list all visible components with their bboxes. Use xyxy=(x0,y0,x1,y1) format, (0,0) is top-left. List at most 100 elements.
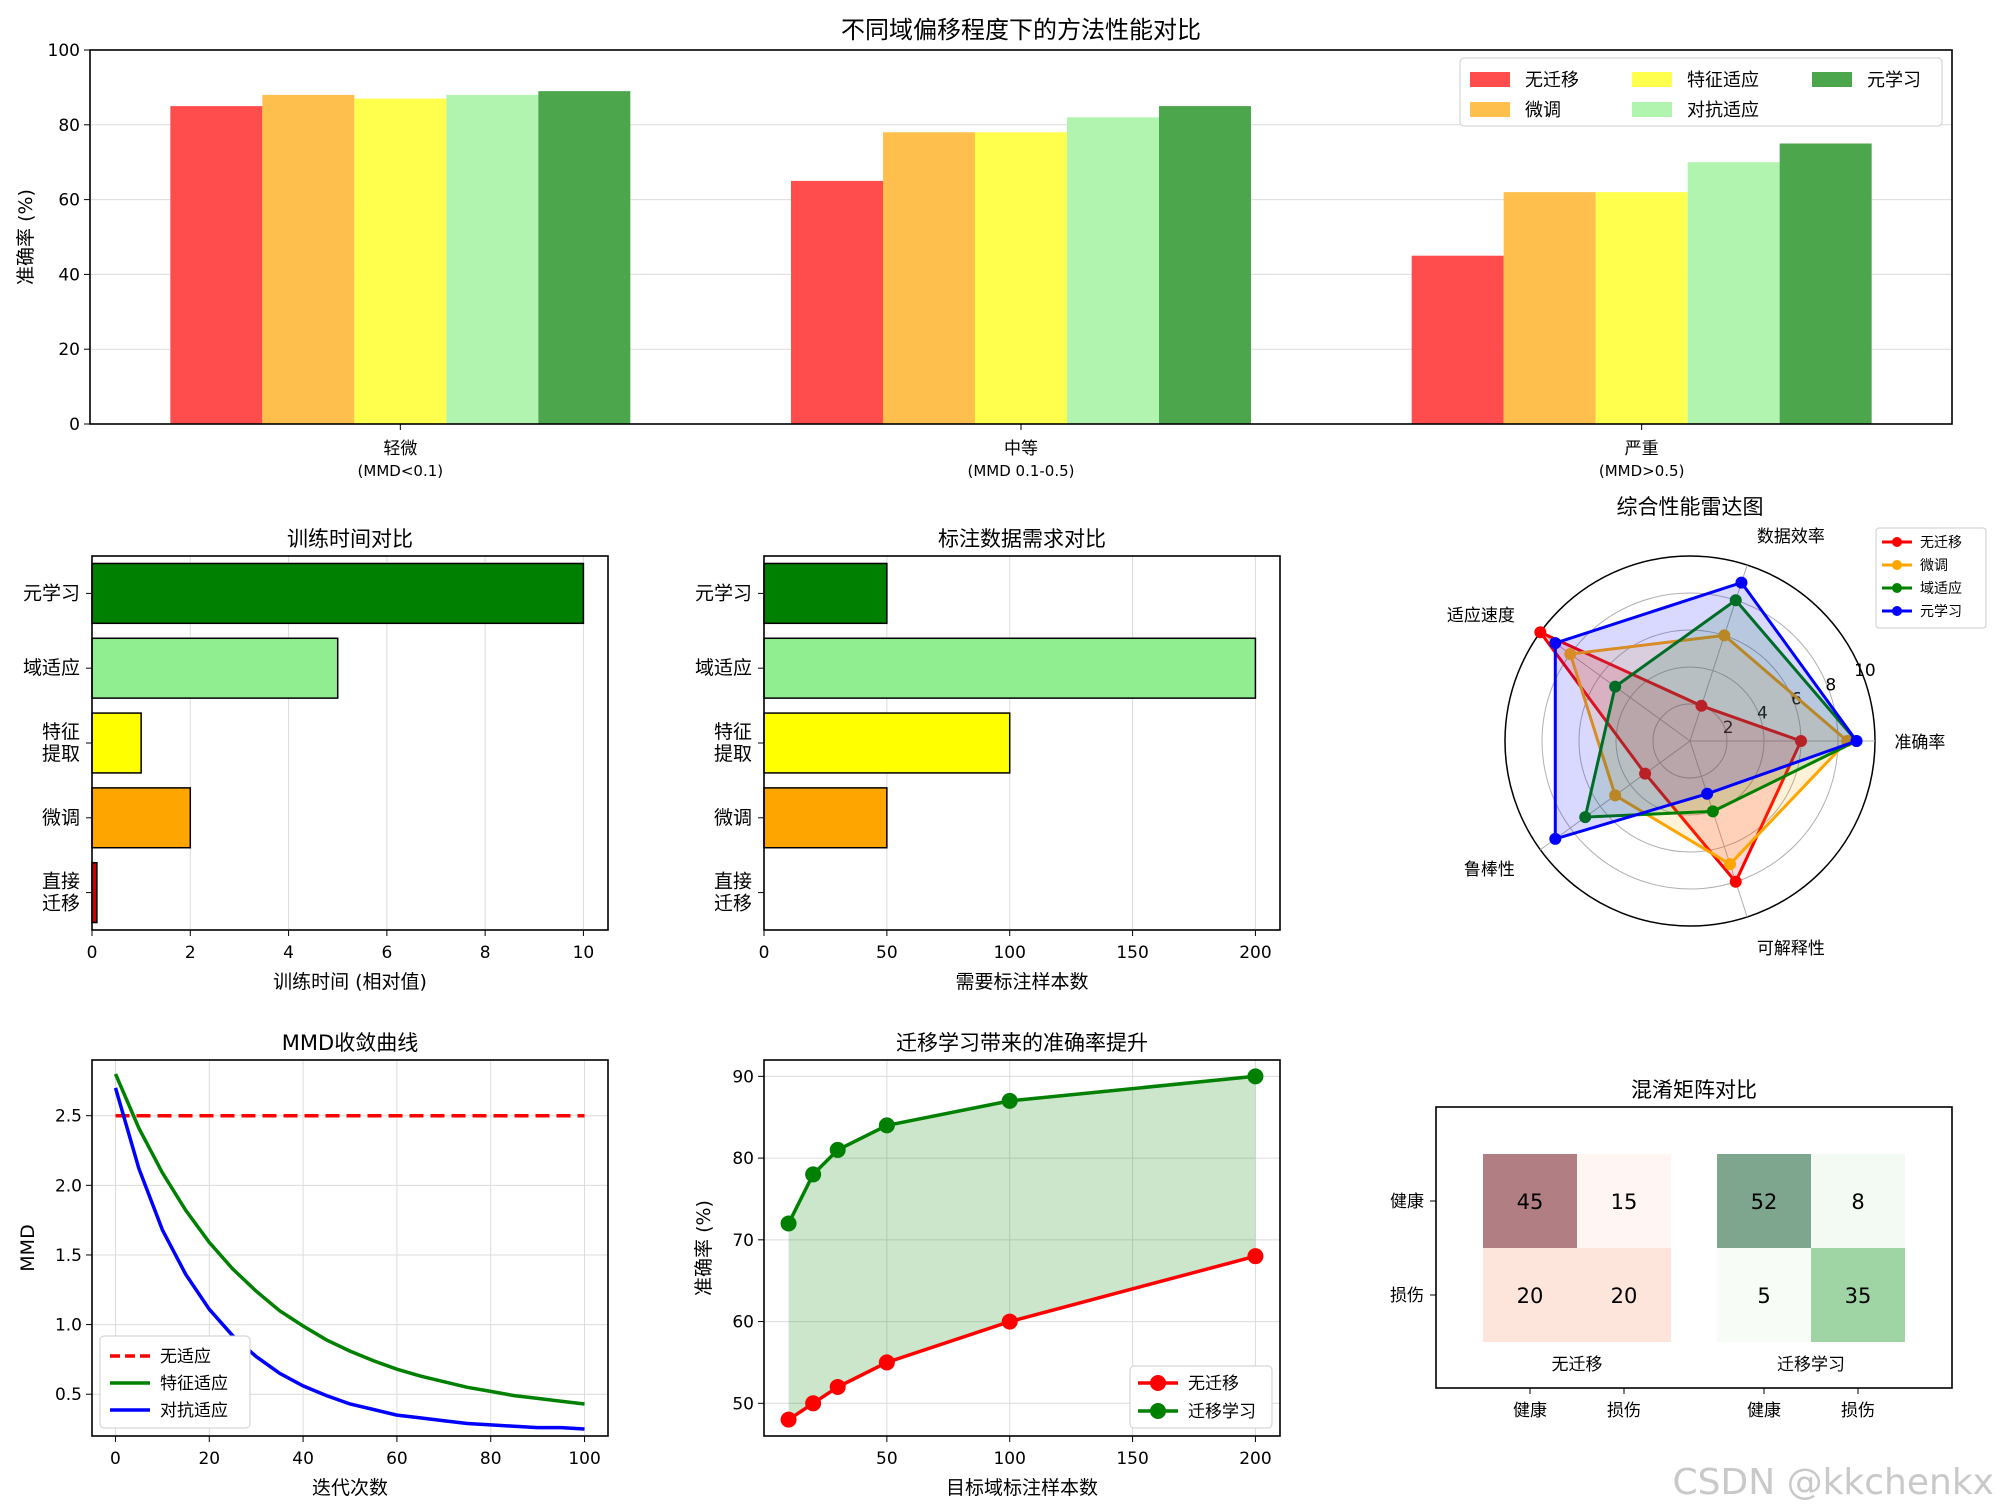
x-tick-label: 100 xyxy=(993,943,1025,963)
radar-area xyxy=(1585,600,1857,818)
radar-point xyxy=(1729,594,1742,607)
y-tick-label: 60 xyxy=(58,191,80,211)
legend-label: 无迁移 xyxy=(1525,70,1579,91)
legend-label: 元学习 xyxy=(1867,70,1921,91)
bar xyxy=(975,132,1067,424)
bar xyxy=(1159,106,1251,424)
legend-marker xyxy=(1892,537,1902,547)
x-tick-label: 50 xyxy=(876,943,898,963)
y-tick-label: 1.0 xyxy=(55,1316,82,1336)
bar xyxy=(354,98,447,425)
cell-value: 20 xyxy=(1611,1284,1638,1308)
y-tick-label: 域适应 xyxy=(695,657,752,679)
performance-chart: 0 20 40 60 80 100 轻微 (MMD<0.1) 中等 (MMD 0.1-0.5) 严重… xyxy=(15,16,1953,480)
x-tick-label: 200 xyxy=(1239,1449,1271,1469)
radar-point xyxy=(1701,787,1714,800)
legend-label: 域适应 xyxy=(1920,580,1962,597)
axes-frame xyxy=(89,49,1953,425)
radar-spoke xyxy=(1689,740,1748,918)
radar-line xyxy=(1583,598,1859,819)
bar xyxy=(1411,255,1504,424)
x-axis-label: 训练时间 (相对值) xyxy=(273,971,427,993)
cell-value: 5 xyxy=(1757,1284,1770,1308)
chart-title: 标注数据需求对比 xyxy=(938,527,1106,551)
legend-swatch xyxy=(1632,102,1672,117)
bar xyxy=(262,94,355,424)
radar-area xyxy=(1555,582,1857,839)
y-tick-label: 2.0 xyxy=(55,1176,82,1196)
bar xyxy=(1687,162,1780,424)
cell-value: 35 xyxy=(1845,1284,1872,1308)
chart-title: 综合性能雷达图 xyxy=(1617,495,1764,519)
series-point xyxy=(1001,1313,1018,1330)
gain-chart: 50 100 150 200 50 60 70 80 90 迁移学习带来的准确率提升目标域标注样本… xyxy=(693,1031,1281,1499)
x-tick-label: 健康 xyxy=(1513,1401,1547,1421)
x-tick-label: 损伤 xyxy=(1607,1401,1641,1421)
x-tick-sublabel: (MMD 0.1-0.5) xyxy=(967,462,1074,480)
legend-swatch xyxy=(1632,72,1672,87)
y-tick-label: 20 xyxy=(58,340,80,360)
x-tick-label: 100 xyxy=(993,1449,1025,1469)
legend-label: 微调 xyxy=(1525,100,1561,121)
y-tick-label: 健康 xyxy=(1390,1192,1424,1212)
radar-point xyxy=(1564,648,1577,661)
bar xyxy=(1067,117,1159,424)
gain-area xyxy=(788,1076,1256,1420)
legend-label: 无迁移 xyxy=(1188,1374,1239,1394)
x-tick-label: 中等 xyxy=(1004,439,1038,459)
y-tick-label: 0.5 xyxy=(55,1385,82,1405)
x-tick-label: 0 xyxy=(110,1449,121,1469)
y-tick-label: 80 xyxy=(732,1149,754,1169)
watermark: CSDN @kkchenkx xyxy=(1672,1462,1994,1503)
chart-title: MMD收敛曲线 xyxy=(282,1031,418,1055)
cell-value: 45 xyxy=(1517,1190,1544,1214)
x-tick-label: 8 xyxy=(480,943,491,963)
series-point xyxy=(878,1354,895,1371)
axes-frame xyxy=(1435,1106,1953,1389)
y-tick-label: 90 xyxy=(732,1067,754,1087)
bar xyxy=(1503,192,1596,424)
x-tick-label: 6 xyxy=(381,943,392,963)
x-tick-label: 50 xyxy=(876,1449,898,1469)
bar xyxy=(538,91,631,424)
bar xyxy=(1595,192,1688,424)
series-point xyxy=(1001,1092,1018,1109)
y-tick-label: 40 xyxy=(58,265,80,285)
y-tick-label: 元学习 xyxy=(695,582,752,604)
matrix-cell xyxy=(1577,1154,1671,1248)
x-tick-label: 150 xyxy=(1116,943,1148,963)
matrix-cell xyxy=(1483,1154,1577,1248)
matrix-cell xyxy=(1577,1248,1671,1342)
radar-tick-label: 4 xyxy=(1757,704,1768,724)
series-point xyxy=(805,1395,822,1412)
legend-label: 无迁移 xyxy=(1920,535,1962,551)
legend-swatch xyxy=(1470,102,1510,117)
cell-value: 15 xyxy=(1611,1190,1638,1214)
y-tick-label: 60 xyxy=(732,1313,754,1333)
chart-title: 不同域偏移程度下的方法性能对比 xyxy=(841,16,1201,44)
matrix-name: 无迁移 xyxy=(1552,1355,1603,1375)
y-tick-label: 迁移 xyxy=(42,893,80,915)
bar xyxy=(763,712,1011,774)
cell-value: 20 xyxy=(1517,1284,1544,1308)
radar-axis-label: 数据效率 xyxy=(1757,527,1825,547)
x-tick-label: 150 xyxy=(1116,1449,1148,1469)
x-tick-label: 轻微 xyxy=(383,439,417,459)
radar-axis-label: 可解释性 xyxy=(1757,939,1825,959)
radar-point xyxy=(1718,629,1731,642)
y-tick-label: 微调 xyxy=(42,807,80,829)
y-tick-label: 0 xyxy=(69,415,80,435)
bar xyxy=(883,132,975,424)
y-tick-label: 100 xyxy=(48,41,80,61)
bar xyxy=(1779,143,1872,424)
series-point xyxy=(805,1166,822,1183)
series-point xyxy=(780,1411,797,1428)
series-point xyxy=(878,1117,895,1134)
legend-swatch xyxy=(1470,72,1510,87)
x-tick-label: 40 xyxy=(292,1449,314,1469)
legend-box xyxy=(1875,527,1987,629)
legend-label: 特征适应 xyxy=(160,1374,228,1394)
y-axis-label: 准确率 (%) xyxy=(693,1200,715,1296)
